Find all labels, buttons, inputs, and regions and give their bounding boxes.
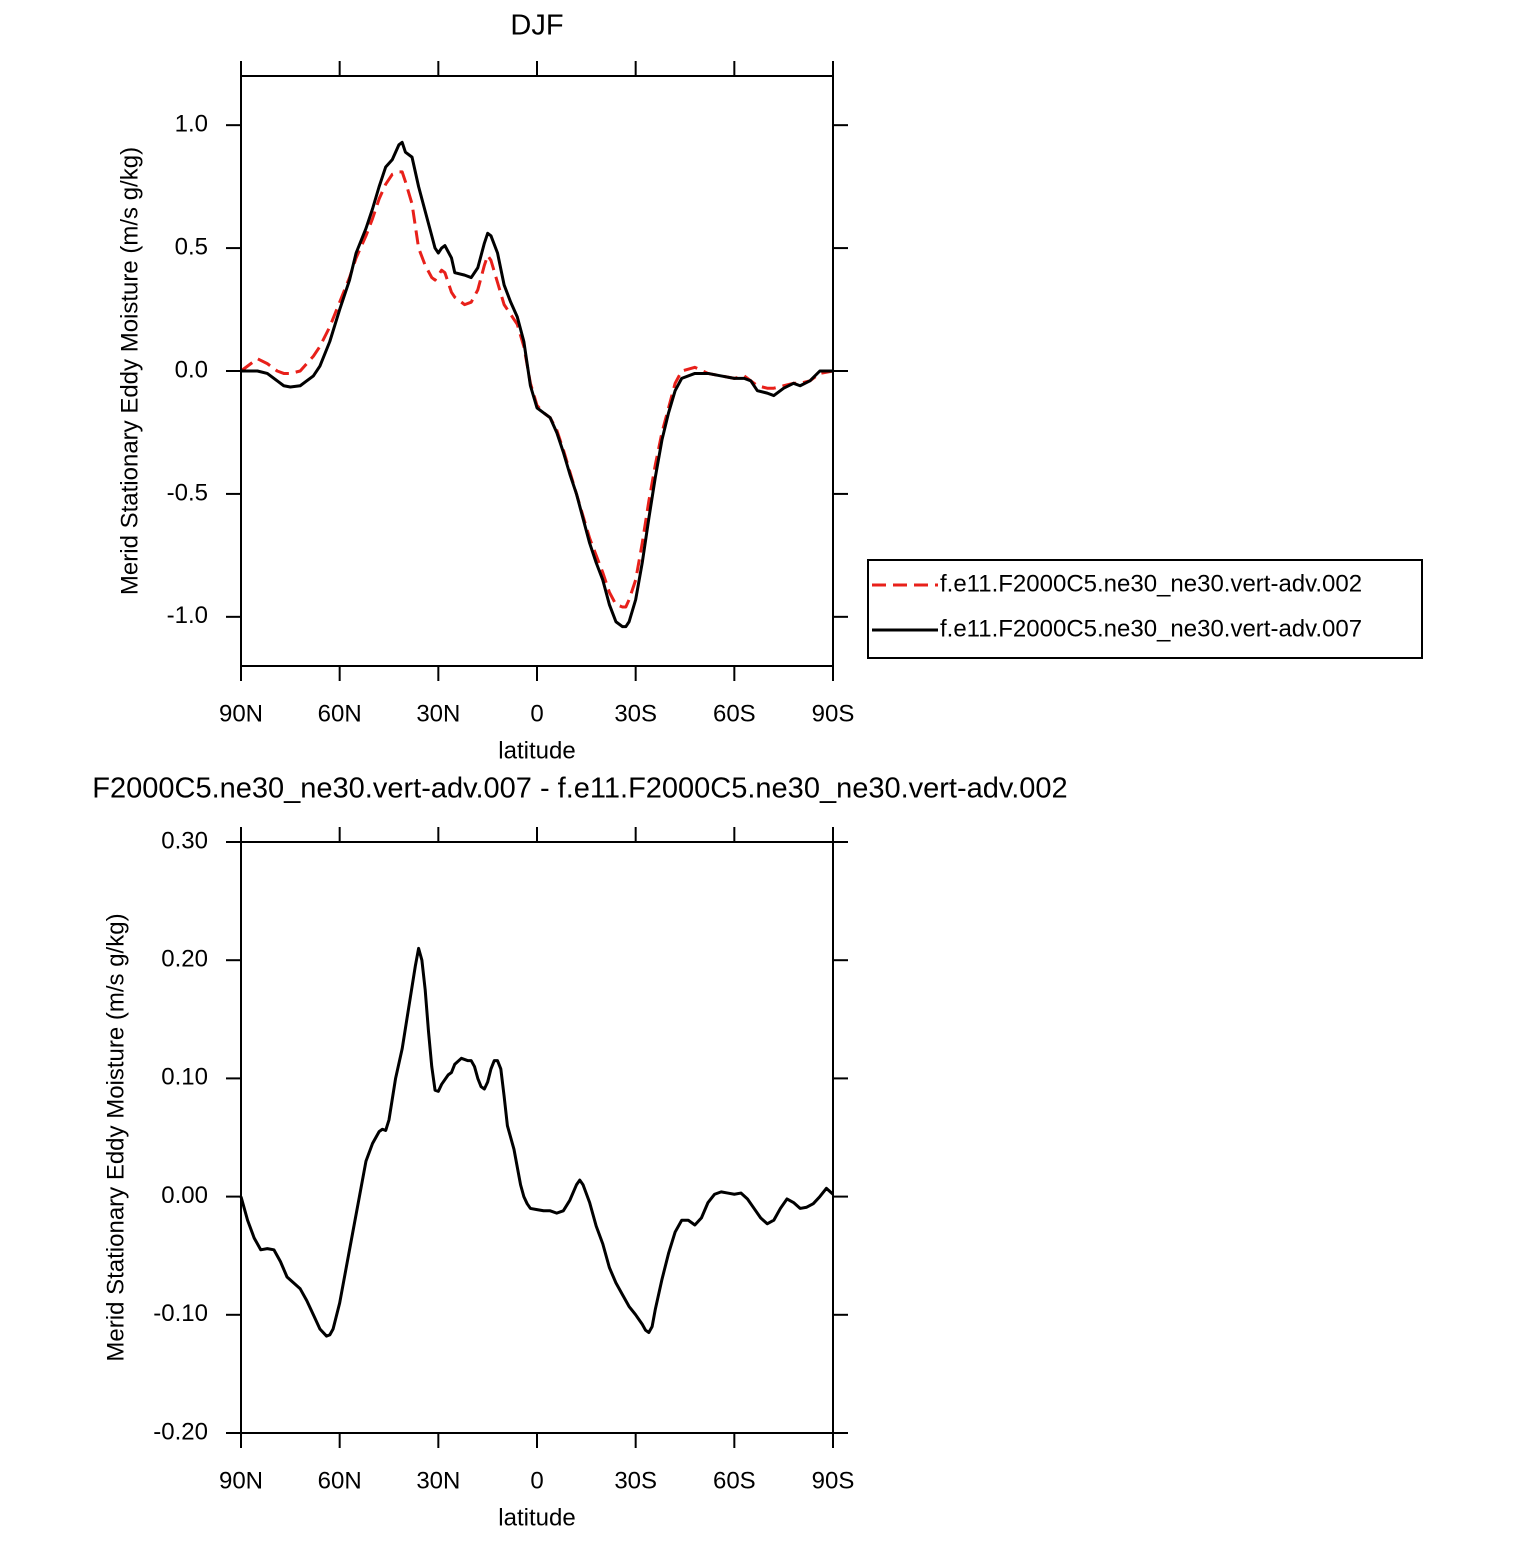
legend-label: f.e11.F2000C5.ne30_ne30.vert-adv.007 <box>940 615 1362 642</box>
x-tick-label: 0 <box>530 1467 543 1494</box>
x-tick-label: 0 <box>530 700 543 727</box>
x-tick-label: 30N <box>416 700 460 727</box>
x-tick-label: 60N <box>318 1467 362 1494</box>
x-tick-label: 30S <box>614 1467 657 1494</box>
x-axis-label: latitude <box>498 737 575 764</box>
legend-box <box>867 559 1423 659</box>
data-line <box>239 946 835 1338</box>
x-tick-label: 30S <box>614 700 657 727</box>
data-line <box>241 140 833 629</box>
y-tick-label: 0.0 <box>175 356 208 383</box>
y-tick-label: -0.10 <box>153 1300 208 1327</box>
y-axis-label: Merid Stationary Eddy Moisture (m/s g/kg… <box>102 913 129 1361</box>
chart-title: F2000C5.ne30_ne30.vert-adv.007 - f.e11.F… <box>92 773 1067 805</box>
data-line <box>240 170 834 609</box>
x-tick-label: 90S <box>812 700 855 727</box>
plot-frame <box>240 841 834 1434</box>
x-tick-label: 90S <box>812 1467 855 1494</box>
x-tick-label: 90N <box>219 700 263 727</box>
y-tick-label: 1.0 <box>175 111 208 138</box>
x-tick-label: 30N <box>416 1467 460 1494</box>
y-tick-label: 0.30 <box>161 827 208 854</box>
x-tick-label: 60S <box>713 1467 756 1494</box>
chart-title: DJF <box>510 10 563 42</box>
x-axis-label: latitude <box>498 1504 575 1531</box>
legend-label: f.e11.F2000C5.ne30_ne30.vert-adv.002 <box>940 570 1362 597</box>
y-tick-label: 0.00 <box>161 1182 208 1209</box>
y-tick-label: 0.10 <box>161 1064 208 1091</box>
y-tick-label: 0.20 <box>161 946 208 973</box>
x-tick-label: 90N <box>219 1467 263 1494</box>
plot-frame <box>240 75 834 667</box>
y-tick-label: 0.5 <box>175 233 208 260</box>
y-tick-label: -1.0 <box>167 602 208 629</box>
x-tick-label: 60S <box>713 700 756 727</box>
y-tick-label: -0.5 <box>167 479 208 506</box>
x-tick-label: 60N <box>318 700 362 727</box>
y-tick-label: -0.20 <box>153 1418 208 1445</box>
y-axis-label: Merid Stationary Eddy Moisture (m/s g/kg… <box>116 147 143 595</box>
